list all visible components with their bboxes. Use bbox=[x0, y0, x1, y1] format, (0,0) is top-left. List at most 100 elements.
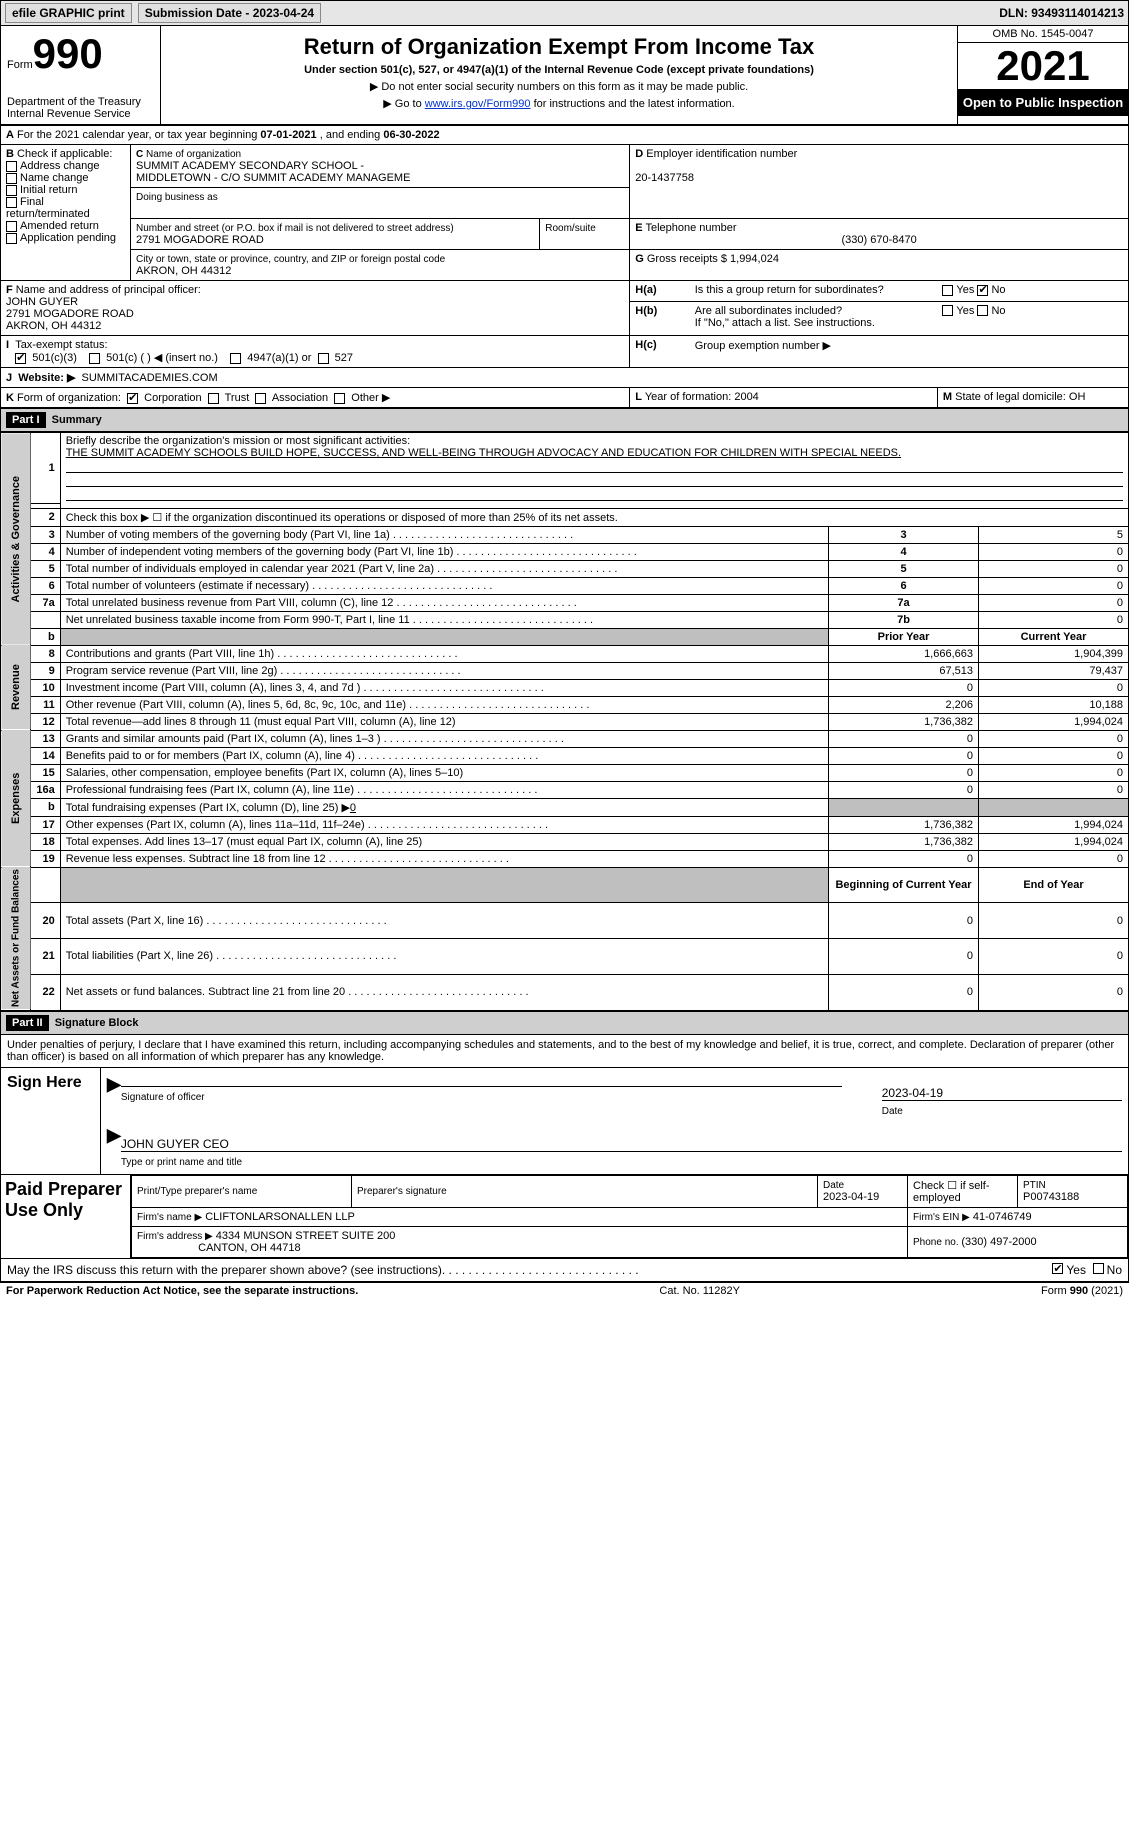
checkbox-4947[interactable] bbox=[230, 353, 241, 364]
checkbox-hb-yes[interactable] bbox=[942, 305, 953, 316]
checkbox-discuss-no[interactable] bbox=[1093, 1263, 1104, 1274]
firm-phone-label: Phone no. bbox=[913, 1237, 961, 1248]
form-ref: Form 990 (2021) bbox=[1041, 1285, 1123, 1297]
checkbox-corporation[interactable] bbox=[127, 393, 138, 404]
section-g: G Gross receipts $ 1,994,024 bbox=[630, 250, 1129, 281]
firm-addr1: 4334 MUNSON STREET SUITE 200 bbox=[216, 1230, 396, 1242]
form-subtitle: Under section 501(c), 527, or 4947(a)(1)… bbox=[167, 64, 951, 76]
sig-date-line: 2023-04-19 bbox=[882, 1086, 1122, 1101]
line-a-mid: , and ending bbox=[317, 129, 384, 141]
irs-label: Internal Revenue Service bbox=[7, 108, 154, 120]
table-row: Net unrelated business taxable income fr… bbox=[1, 611, 1129, 628]
checkbox-trust[interactable] bbox=[208, 393, 219, 404]
dln: DLN: 93493114014213 bbox=[999, 6, 1124, 20]
opt-amended-return: Amended return bbox=[20, 220, 99, 232]
h-b-note: If "No," attach a list. See instructions… bbox=[695, 317, 875, 329]
h-b-answer: Yes No bbox=[937, 301, 1128, 335]
pp-date-value: 2023-04-19 bbox=[823, 1191, 879, 1203]
checkbox-application-pending[interactable] bbox=[6, 233, 17, 244]
ha-no: No bbox=[991, 284, 1005, 296]
section-b-label: Check if applicable: bbox=[17, 148, 112, 160]
ptin-value: P00743188 bbox=[1023, 1191, 1079, 1203]
header-right-box: OMB No. 1545-0047 2021 Open to Public In… bbox=[958, 26, 1128, 124]
checkbox-501c[interactable] bbox=[89, 353, 100, 364]
dln-value: 93493114014213 bbox=[1031, 6, 1124, 20]
section-c-city: City or town, state or province, country… bbox=[131, 250, 630, 281]
table-row: 18Total expenses. Add lines 13–17 (must … bbox=[1, 833, 1129, 850]
table-row: 9Program service revenue (Part VIII, lin… bbox=[1, 662, 1129, 679]
pp-date-label: Date bbox=[823, 1180, 844, 1191]
h-b-text: Are all subordinates included? If "No," … bbox=[690, 301, 938, 335]
goto-pre: ▶ Go to bbox=[383, 98, 424, 110]
line-2-num: 2 bbox=[31, 508, 60, 526]
line-a: A For the 2021 calendar year, or tax yea… bbox=[1, 126, 1129, 145]
section-c-name: C Name of organization SUMMIT ACADEMY SE… bbox=[131, 145, 630, 188]
firm-name-label: Firm's name ▶ bbox=[137, 1212, 202, 1223]
efile-print-button[interactable]: efile GRAPHIC print bbox=[5, 3, 132, 23]
table-row: 22Net assets or fund balances. Subtract … bbox=[1, 974, 1129, 1010]
checkbox-ha-no[interactable] bbox=[977, 285, 988, 296]
discuss-row: May the IRS discuss this return with the… bbox=[1, 1258, 1128, 1281]
table-row: 15Salaries, other compensation, employee… bbox=[1, 764, 1129, 781]
street-value: 2791 MOGADORE ROAD bbox=[136, 234, 264, 246]
checkbox-amended-return[interactable] bbox=[6, 221, 17, 232]
section-l: L Year of formation: 2004 bbox=[630, 388, 938, 408]
form-number-box: Form990 Department of the Treasury Inter… bbox=[1, 26, 161, 124]
department: Department of the Treasury bbox=[7, 96, 154, 108]
part1-title: Summary bbox=[52, 414, 102, 426]
checkbox-501c3[interactable] bbox=[15, 353, 26, 364]
irs-link[interactable]: www.irs.gov/Form990 bbox=[425, 98, 531, 110]
catalog-number: Cat. No. 11282Y bbox=[659, 1285, 740, 1297]
dba-label: Doing business as bbox=[136, 192, 218, 203]
line-16b-value: 0 bbox=[350, 802, 356, 814]
firm-phone-value: (330) 497-2000 bbox=[961, 1236, 1036, 1248]
footer: For Paperwork Reduction Act Notice, see … bbox=[0, 1282, 1129, 1299]
officer-label: Name and address of principal officer: bbox=[16, 284, 201, 296]
paid-preparer-label: Paid Preparer Use Only bbox=[1, 1175, 131, 1258]
table-row: 3 Number of voting members of the govern… bbox=[1, 526, 1129, 543]
type-name-label: Type or print name and title bbox=[121, 1157, 242, 1168]
opt-4947: 4947(a)(1) or bbox=[247, 352, 311, 364]
mission-text: THE SUMMIT ACADEMY SCHOOLS BUILD HOPE, S… bbox=[66, 447, 901, 459]
pp-sig-label: Preparer's signature bbox=[357, 1186, 447, 1197]
checkbox-other[interactable] bbox=[334, 393, 345, 404]
gray-cell bbox=[829, 798, 979, 816]
checkbox-association[interactable] bbox=[255, 393, 266, 404]
pp-name-label: Print/Type preparer's name bbox=[137, 1186, 257, 1197]
part2-header: Part II Signature Block bbox=[0, 1011, 1129, 1035]
goto-post: for instructions and the latest informat… bbox=[531, 98, 735, 110]
firm-ein-value: 41-0746749 bbox=[973, 1211, 1032, 1223]
opt-501c3: 501(c)(3) bbox=[32, 352, 77, 364]
goto-note: ▶ Go to www.irs.gov/Form990 for instruct… bbox=[167, 97, 951, 110]
checkbox-name-change[interactable] bbox=[6, 173, 17, 184]
checkbox-527[interactable] bbox=[318, 353, 329, 364]
checkbox-initial-return[interactable] bbox=[6, 185, 17, 196]
opt-501c: 501(c) ( ) ◀ (insert no.) bbox=[106, 352, 218, 364]
table-row: 10Investment income (Part VIII, column (… bbox=[1, 679, 1129, 696]
checkbox-address-change[interactable] bbox=[6, 161, 17, 172]
city-label: City or town, state or province, country… bbox=[136, 254, 445, 265]
gross-receipts-label: Gross receipts $ bbox=[647, 253, 730, 265]
sig-officer-label: Signature of officer bbox=[121, 1092, 205, 1103]
room-label: Room/suite bbox=[545, 223, 596, 234]
checkbox-discuss-yes[interactable] bbox=[1052, 1263, 1063, 1274]
checkbox-final-return[interactable] bbox=[6, 197, 17, 208]
tax-year: 2021 bbox=[958, 43, 1128, 89]
officer-city: AKRON, OH 44312 bbox=[6, 320, 101, 332]
discuss-no: No bbox=[1107, 1263, 1122, 1277]
section-m: M State of legal domicile: OH bbox=[937, 388, 1128, 408]
tax-exempt-label: Tax-exempt status: bbox=[15, 339, 107, 351]
h-a-answer: Yes No bbox=[937, 281, 1128, 302]
sig-date-value: 2023-04-19 bbox=[882, 1086, 943, 1100]
form-title: Return of Organization Exempt From Incom… bbox=[167, 34, 951, 60]
section-j: J Website: ▶ SUMMITACADEMIES.COM bbox=[1, 368, 1129, 388]
tax-year-end: 06-30-2022 bbox=[383, 129, 439, 141]
row-desc: Number of voting members of the governin… bbox=[66, 529, 390, 541]
officer-name: JOHN GUYER bbox=[6, 296, 78, 308]
checkbox-hb-no[interactable] bbox=[977, 305, 988, 316]
open-to-public: Open to Public Inspection bbox=[958, 89, 1128, 116]
checkbox-ha-yes[interactable] bbox=[942, 285, 953, 296]
table-row: 17Other expenses (Part IX, column (A), l… bbox=[1, 816, 1129, 833]
firm-name-value: CLIFTONLARSONALLEN LLP bbox=[205, 1211, 355, 1223]
phone-label: Telephone number bbox=[645, 222, 736, 234]
